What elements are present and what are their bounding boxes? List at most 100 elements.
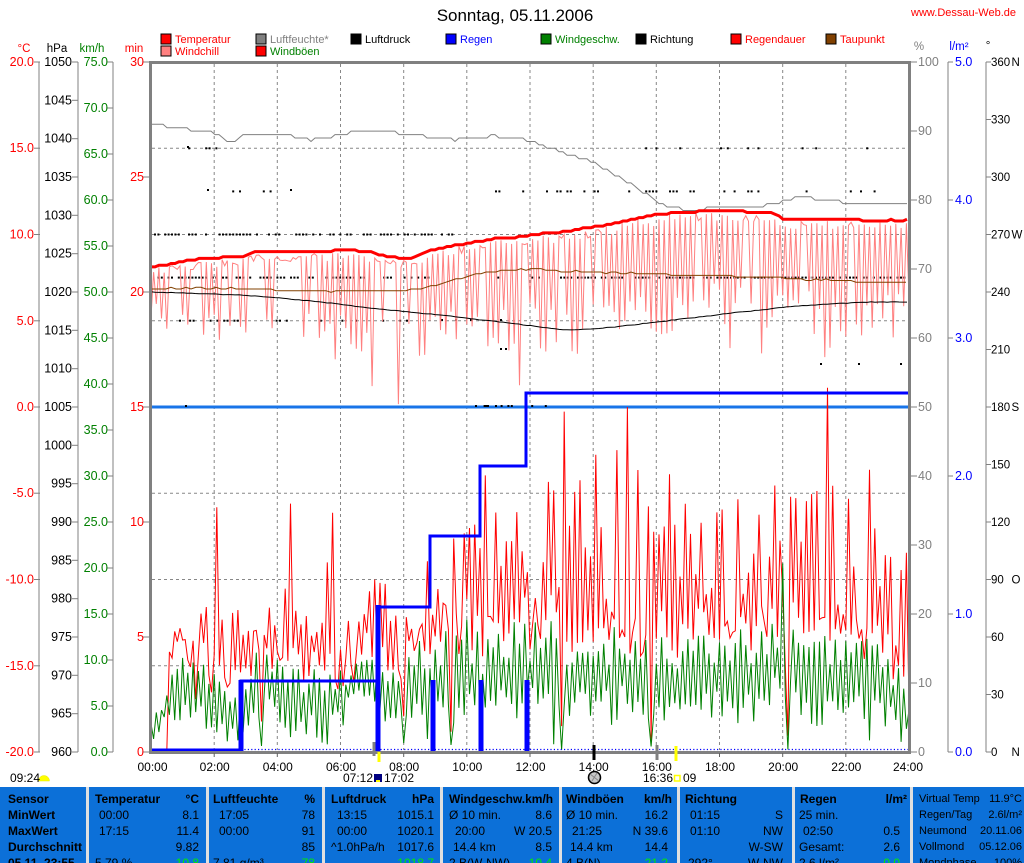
svg-text:04:00: 04:00 bbox=[263, 760, 293, 774]
svg-text:24:00: 24:00 bbox=[893, 760, 923, 774]
svg-text:Windgeschw.: Windgeschw. bbox=[555, 34, 620, 46]
svg-text:25: 25 bbox=[130, 170, 144, 184]
svg-text:%: % bbox=[914, 41, 924, 53]
svg-text:N: N bbox=[1012, 57, 1020, 69]
svg-text:-20.0: -20.0 bbox=[6, 745, 35, 759]
svg-text:17:02: 17:02 bbox=[384, 771, 414, 785]
svg-text:35.0: 35.0 bbox=[84, 423, 108, 437]
svg-text:25.0: 25.0 bbox=[84, 515, 108, 529]
svg-text:W: W bbox=[1012, 230, 1023, 242]
svg-text:10.0: 10.0 bbox=[10, 228, 34, 242]
svg-text:40.0: 40.0 bbox=[84, 377, 108, 391]
svg-text:°C: °C bbox=[18, 43, 31, 55]
svg-text:0.0: 0.0 bbox=[955, 745, 972, 759]
svg-text:www.Dessau-Web.de: www.Dessau-Web.de bbox=[910, 7, 1016, 19]
svg-text:990: 990 bbox=[51, 515, 72, 529]
svg-text:1030: 1030 bbox=[44, 208, 72, 222]
svg-text:°: ° bbox=[986, 40, 991, 52]
svg-text:22:00: 22:00 bbox=[831, 760, 861, 774]
svg-text:3.0: 3.0 bbox=[955, 331, 972, 345]
svg-text:N: N bbox=[1012, 747, 1020, 759]
svg-text:10:00: 10:00 bbox=[452, 760, 482, 774]
svg-text:5.0: 5.0 bbox=[955, 55, 972, 69]
svg-text:Luftfeuchte*: Luftfeuchte* bbox=[270, 34, 329, 46]
svg-text:980: 980 bbox=[51, 592, 72, 606]
svg-text:Temperatur: Temperatur bbox=[175, 34, 231, 46]
svg-text:330: 330 bbox=[991, 115, 1010, 127]
svg-text:5.0: 5.0 bbox=[17, 314, 34, 328]
svg-text:60: 60 bbox=[991, 632, 1004, 644]
svg-text:min: min bbox=[125, 43, 144, 55]
svg-text:S: S bbox=[1012, 402, 1020, 414]
svg-text:18:00: 18:00 bbox=[705, 760, 735, 774]
svg-text:00:00: 00:00 bbox=[137, 760, 167, 774]
svg-text:1015: 1015 bbox=[44, 323, 72, 337]
svg-text:65.0: 65.0 bbox=[84, 147, 108, 161]
svg-text:1010: 1010 bbox=[44, 362, 72, 376]
svg-text:40: 40 bbox=[918, 469, 932, 483]
svg-text:985: 985 bbox=[51, 553, 72, 567]
svg-text:70.0: 70.0 bbox=[84, 101, 108, 115]
svg-text:06:00: 06:00 bbox=[326, 760, 356, 774]
svg-text:270: 270 bbox=[991, 230, 1010, 242]
svg-text:995: 995 bbox=[51, 477, 72, 491]
svg-text:10: 10 bbox=[130, 515, 144, 529]
svg-text:Sonntag, 05.11.2006: Sonntag, 05.11.2006 bbox=[437, 6, 594, 25]
svg-text:50.0: 50.0 bbox=[84, 285, 108, 299]
svg-text:1045: 1045 bbox=[44, 93, 72, 107]
svg-text:09: 09 bbox=[683, 771, 697, 785]
svg-text:Regen: Regen bbox=[460, 34, 492, 46]
svg-text:-15.0: -15.0 bbox=[6, 659, 35, 673]
svg-text:360: 360 bbox=[991, 57, 1010, 69]
svg-text:70: 70 bbox=[918, 262, 932, 276]
svg-text:1050: 1050 bbox=[44, 55, 72, 69]
svg-text:Taupunkt: Taupunkt bbox=[840, 34, 885, 46]
svg-text:960: 960 bbox=[51, 745, 72, 759]
svg-text:16:36: 16:36 bbox=[643, 771, 673, 785]
svg-text:O: O bbox=[1012, 575, 1021, 587]
svg-text:0.0: 0.0 bbox=[91, 745, 108, 759]
svg-text:Windböen: Windböen bbox=[270, 46, 320, 58]
svg-text:75.0: 75.0 bbox=[84, 55, 108, 69]
svg-text:90: 90 bbox=[991, 575, 1004, 587]
svg-text:30.0: 30.0 bbox=[84, 469, 108, 483]
svg-text:0.0: 0.0 bbox=[17, 400, 34, 414]
svg-text:0: 0 bbox=[918, 745, 925, 759]
svg-text:02:00: 02:00 bbox=[200, 760, 230, 774]
svg-text:180: 180 bbox=[991, 402, 1010, 414]
svg-text:100: 100 bbox=[918, 55, 939, 69]
svg-text:60.0: 60.0 bbox=[84, 193, 108, 207]
svg-text:20: 20 bbox=[918, 607, 932, 621]
svg-text:20:00: 20:00 bbox=[768, 760, 798, 774]
svg-text:12:00: 12:00 bbox=[515, 760, 545, 774]
svg-text:2.0: 2.0 bbox=[955, 469, 972, 483]
svg-text:1025: 1025 bbox=[44, 247, 72, 261]
svg-text:15: 15 bbox=[130, 400, 144, 414]
svg-text:1020: 1020 bbox=[44, 285, 72, 299]
svg-text:300: 300 bbox=[991, 172, 1010, 184]
svg-text:60: 60 bbox=[918, 331, 932, 345]
svg-text:5.0: 5.0 bbox=[91, 699, 108, 713]
svg-text:07:12: 07:12 bbox=[343, 771, 373, 785]
svg-text:Luftdruck: Luftdruck bbox=[365, 34, 411, 46]
svg-text:20: 20 bbox=[130, 285, 144, 299]
svg-text:90: 90 bbox=[918, 124, 932, 138]
svg-text:hPa: hPa bbox=[47, 43, 68, 55]
svg-text:30: 30 bbox=[130, 55, 144, 69]
svg-text:Windchill: Windchill bbox=[175, 46, 219, 58]
svg-text:970: 970 bbox=[51, 668, 72, 682]
svg-text:14:00: 14:00 bbox=[579, 760, 609, 774]
svg-text:4.0: 4.0 bbox=[955, 193, 972, 207]
svg-text:0: 0 bbox=[991, 747, 997, 759]
svg-text:975: 975 bbox=[51, 630, 72, 644]
svg-text:120: 120 bbox=[991, 517, 1010, 529]
svg-text:20.0: 20.0 bbox=[10, 55, 34, 69]
svg-text:15.0: 15.0 bbox=[10, 141, 34, 155]
svg-text:80: 80 bbox=[918, 193, 932, 207]
svg-text:km/h: km/h bbox=[80, 43, 105, 55]
svg-text:210: 210 bbox=[991, 345, 1010, 357]
svg-text:08:00: 08:00 bbox=[389, 760, 419, 774]
svg-text:-10.0: -10.0 bbox=[6, 573, 35, 587]
svg-text:1.0: 1.0 bbox=[955, 607, 972, 621]
svg-text:1005: 1005 bbox=[44, 400, 72, 414]
